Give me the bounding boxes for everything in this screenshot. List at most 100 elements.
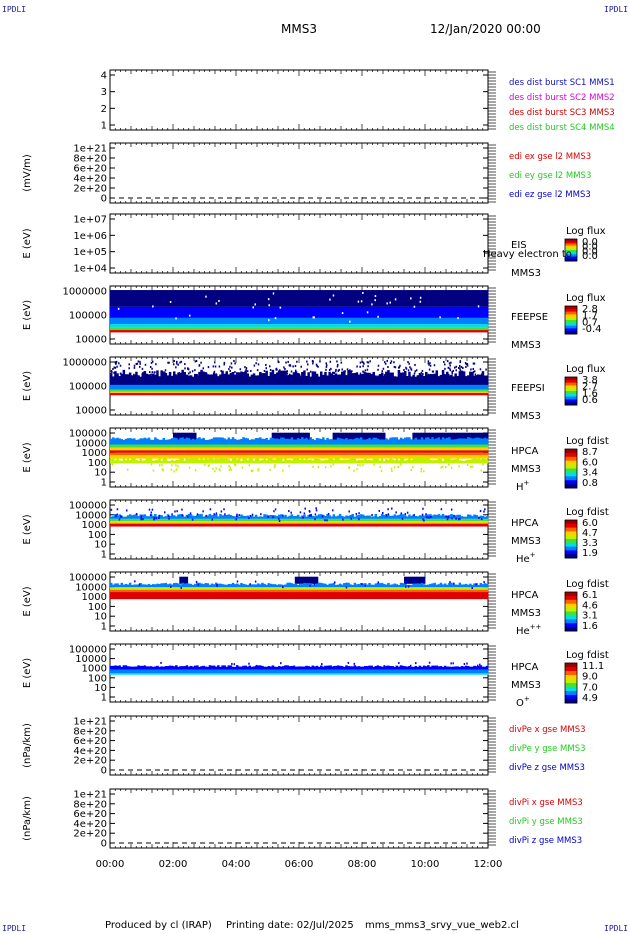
heatmap-cell [359, 437, 363, 445]
heatmap-speck [306, 360, 308, 363]
heatmap-speck [214, 378, 216, 381]
colorbar-segment [565, 245, 577, 249]
heatmap-cell [116, 389, 119, 392]
heatmap-speck [333, 376, 335, 379]
heatmap-cell [469, 392, 472, 396]
heatmap-cell [164, 372, 168, 388]
heatmap-cell [345, 384, 348, 390]
heatmap-cell [481, 290, 485, 307]
heatmap-cell [320, 306, 323, 318]
heatmap-cell [208, 439, 212, 445]
heatmap-cell [248, 290, 252, 307]
heatmap-cell [416, 327, 420, 331]
heatmap-cell [166, 389, 170, 392]
heatmap-cell [185, 327, 189, 331]
heatmap-cell [131, 306, 134, 318]
heatmap-cell [397, 369, 401, 388]
heatmap-cell [311, 444, 315, 448]
heatmap-cell [215, 437, 218, 445]
heatmap-cell [145, 306, 149, 318]
heatmap-cell [305, 392, 308, 396]
heatmap-cell [357, 384, 361, 390]
heatmap-cell [191, 327, 195, 331]
heatmap-cell [359, 392, 363, 396]
heatmap-speck [333, 377, 336, 380]
heatmap-cell [368, 317, 371, 325]
heatmap-cell [479, 438, 483, 445]
heatmap-cell [254, 375, 258, 388]
heatmap-cell [170, 389, 174, 392]
heatmap-cell [118, 384, 121, 390]
heatmap-cell [334, 330, 338, 333]
heatmap-cell [271, 327, 275, 331]
heatmap-cell [467, 330, 470, 333]
heatmap-cell [477, 392, 480, 396]
heatmap-cell [317, 438, 321, 445]
heatmap-cell [309, 330, 312, 333]
heatmap-cell [385, 438, 388, 445]
y-tick-label: 1e+21 [73, 144, 107, 155]
heatmap-speck [407, 369, 410, 372]
heatmap-cell [189, 391, 193, 393]
heatmap-cell [412, 392, 415, 396]
heatmap-speck [294, 369, 297, 372]
heatmap-cell [294, 371, 298, 388]
heatmap-cell [173, 432, 176, 440]
heatmap-cell [187, 290, 191, 307]
heatmap-cell [137, 317, 140, 325]
heatmap-cell [252, 391, 256, 393]
heatmap-cell [341, 371, 344, 388]
heatmap-cell [183, 324, 186, 328]
heatmap-speck [366, 311, 369, 314]
heatmap-cell [217, 306, 220, 318]
heatmap-cell [236, 392, 239, 396]
heatmap-cell [479, 306, 483, 318]
heatmap-cell [441, 290, 445, 307]
heatmap-cell [301, 306, 304, 318]
heatmap-cell [401, 306, 405, 318]
heatmap-cell [284, 306, 287, 318]
heatmap-cell [187, 438, 191, 445]
heatmap-cell [351, 330, 354, 333]
heatmap-cell [164, 317, 168, 325]
heatmap-speck [428, 363, 430, 366]
heatmap-cell [296, 317, 300, 325]
heatmap-speck [394, 366, 397, 369]
heatmap-cell [189, 439, 193, 445]
heatmap-cell [420, 317, 424, 325]
heatmap-cell [124, 290, 128, 307]
heatmap-cell [122, 317, 126, 325]
heatmap-cell [397, 290, 401, 307]
heatmap-cell [212, 389, 216, 392]
colorbar-tick-label: 0.6 [582, 395, 598, 406]
heatmap-cell [380, 384, 384, 390]
side-label: H+ [516, 479, 530, 493]
heatmap-cell [265, 330, 268, 333]
heatmap-cell [322, 306, 325, 318]
heatmap-cell [147, 317, 151, 325]
heatmap-cell [194, 290, 197, 307]
heatmap-cell [446, 371, 449, 388]
colorbar-tick-label: 0.0 [582, 237, 598, 248]
heatmap-cell [187, 389, 191, 392]
heatmap-cell [166, 306, 170, 318]
heatmap-cell [259, 290, 262, 307]
heatmap-cell [357, 324, 361, 328]
heatmap-cell [309, 290, 312, 307]
heatmap-cell [425, 384, 428, 390]
heatmap-cell [311, 389, 315, 392]
heatmap-cell [278, 389, 281, 392]
heatmap-cell [364, 372, 367, 388]
heatmap-cell [154, 324, 157, 328]
heatmap-cell [173, 392, 176, 396]
colorbar-segment [565, 388, 577, 392]
heatmap-cell [248, 327, 252, 331]
heatmap-speck [447, 373, 450, 376]
heatmap-cell [116, 290, 119, 307]
colorbar-tick-label: 1.9 [582, 548, 598, 559]
heatmap-cell [477, 384, 480, 390]
heatmap-speck [266, 378, 268, 381]
heatmap-cell [404, 330, 407, 333]
heatmap-cell [483, 392, 487, 396]
heatmap-cell [156, 370, 159, 388]
